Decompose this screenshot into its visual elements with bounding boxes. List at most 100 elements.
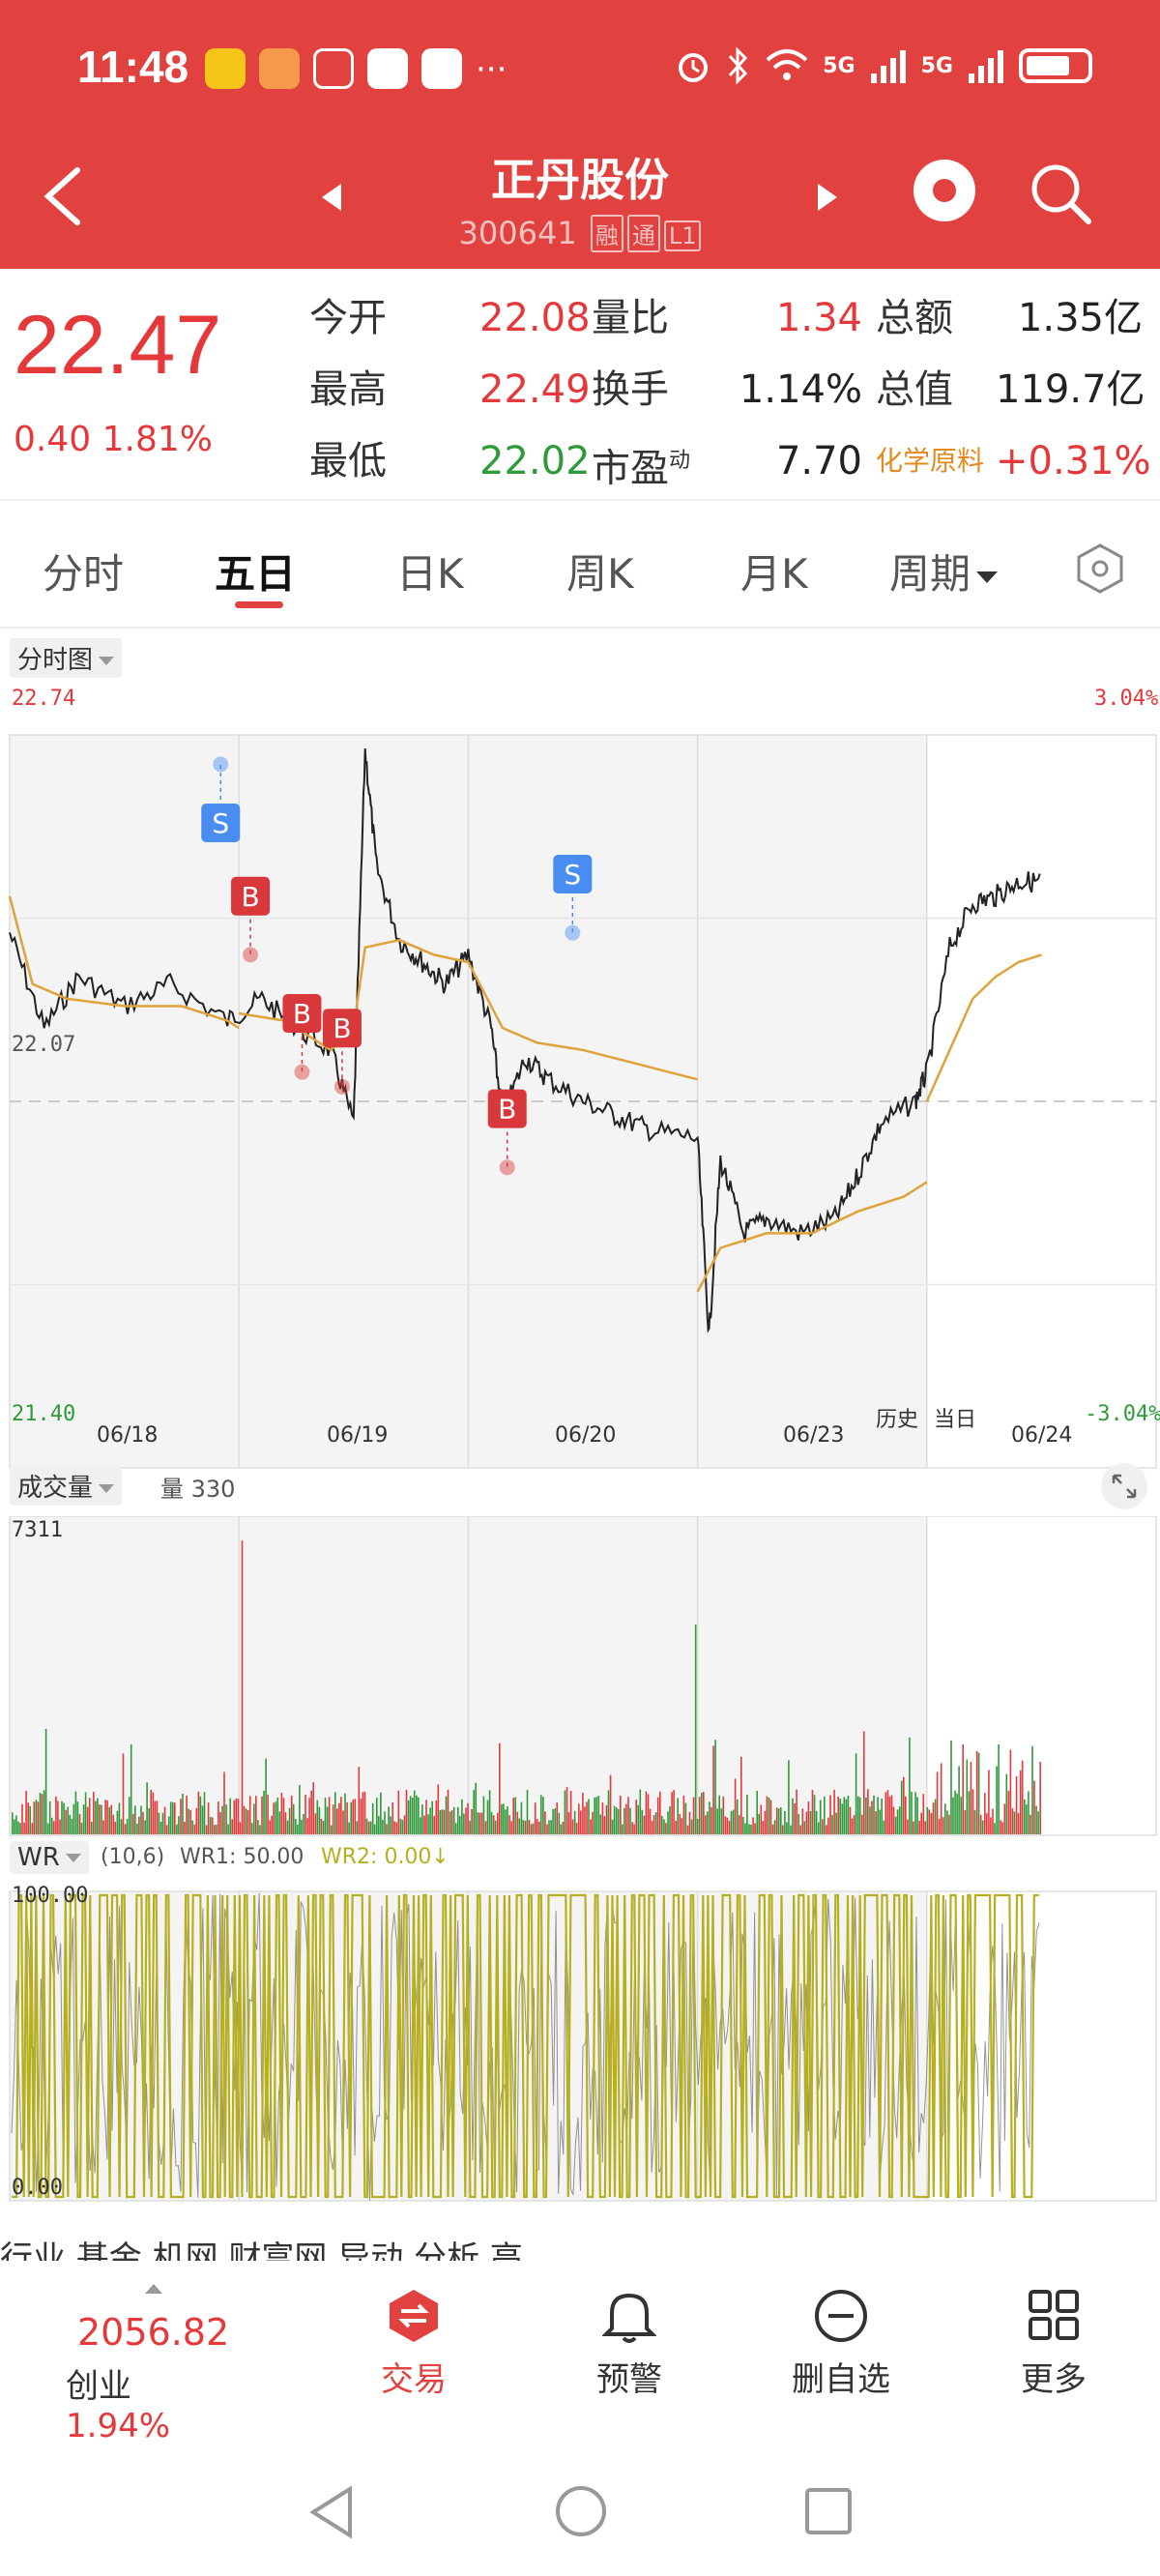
stock-code-line: 300641 融通 L1 — [0, 215, 1160, 252]
chart-type-selector[interactable]: 分时图 — [10, 638, 123, 678]
volume-bar — [1007, 1790, 1010, 1834]
volume-bar — [790, 1825, 792, 1834]
search-icon[interactable] — [1027, 160, 1094, 227]
volume-bar — [811, 1790, 814, 1834]
volume-bar — [15, 1815, 17, 1834]
nav-alert[interactable]: 预警 — [576, 2263, 682, 2400]
tab-intraday[interactable]: 分时 — [43, 550, 125, 598]
volume-bar — [805, 1811, 808, 1834]
volume-bar — [788, 1760, 790, 1834]
volume-bar — [886, 1790, 889, 1834]
tab-daily-k[interactable]: 日K — [396, 550, 464, 598]
volume-bar — [936, 1771, 939, 1834]
industry-link[interactable]: 化学原料 — [876, 445, 985, 477]
volume-bar — [490, 1812, 493, 1834]
volume-bar — [286, 1820, 289, 1834]
volume-bar — [138, 1816, 140, 1834]
index-ticker[interactable]: 2056.82 创业 1.94% — [0, 2263, 232, 2445]
trade-icon — [390, 2290, 438, 2342]
nav-trade[interactable]: 交易 — [365, 2263, 462, 2400]
volume-bar — [95, 1800, 97, 1834]
volume-bar — [69, 1814, 71, 1834]
recents-square-icon[interactable] — [802, 2485, 855, 2537]
average-price-line — [8, 895, 240, 1030]
volume-bar — [280, 1792, 283, 1834]
value-pe: 7.70 — [775, 439, 862, 483]
volume-bar — [219, 1812, 221, 1834]
volume-bar — [712, 1745, 714, 1834]
back-icon[interactable] — [39, 162, 87, 230]
volume-bar — [913, 1821, 914, 1834]
volume-bar — [51, 1817, 53, 1834]
volume-bar — [690, 1819, 693, 1834]
volume-bar — [392, 1801, 393, 1834]
volume-bar — [250, 1823, 253, 1834]
volume-bar — [1035, 1805, 1037, 1834]
volume-bar — [877, 1797, 879, 1834]
label-market-cap: 总值 — [876, 367, 953, 412]
volume-bar — [1019, 1770, 1022, 1834]
volume-bar — [425, 1800, 427, 1834]
volume-bar — [376, 1798, 378, 1834]
volume-bar — [996, 1766, 998, 1834]
volume-bar — [269, 1820, 271, 1834]
volume-chart[interactable] — [0, 1516, 1160, 1845]
home-circle-icon[interactable] — [553, 2483, 609, 2539]
grid-icon — [1029, 2290, 1079, 2340]
chevron-up-icon — [145, 2284, 162, 2294]
volume-bar — [520, 1801, 523, 1834]
volume-bar — [342, 1810, 344, 1834]
volume-bar — [601, 1801, 604, 1834]
nav-remove-watchlist[interactable]: 删自选 — [783, 2263, 899, 2400]
trade-marker-dot — [565, 924, 581, 941]
wr-chart[interactable] — [0, 1882, 1160, 2210]
expand-icon[interactable] — [1100, 1462, 1148, 1510]
volume-bar — [91, 1822, 93, 1834]
tab-five-day[interactable]: 五日 — [215, 550, 297, 598]
volume-bar — [710, 1807, 712, 1834]
volume-bar — [867, 1789, 869, 1834]
volume-bar — [879, 1809, 881, 1834]
volume-bar — [905, 1796, 907, 1834]
mascot-icon[interactable] — [914, 160, 975, 221]
volume-bar — [758, 1813, 760, 1834]
system-navigation-bar — [0, 2456, 1160, 2576]
volume-bar — [773, 1820, 776, 1834]
price-chart[interactable]: SBB BBS — [0, 687, 1160, 1479]
next-stock-icon[interactable] — [818, 184, 837, 211]
nav-more[interactable]: 更多 — [1005, 2263, 1102, 2400]
tab-weekly-k[interactable]: 周K — [566, 550, 634, 598]
volume-bar — [393, 1821, 395, 1834]
volume-bar — [624, 1807, 625, 1834]
volume-bar — [847, 1796, 850, 1834]
tab-monthly-k[interactable]: 月K — [740, 550, 808, 598]
volume-bar — [625, 1803, 627, 1834]
volume-bar — [595, 1797, 597, 1834]
volume-bar — [358, 1767, 361, 1834]
volume-bar — [184, 1821, 186, 1834]
volume-bar — [964, 1810, 967, 1834]
trade-marker-dot — [294, 1064, 310, 1080]
volume-bar — [656, 1797, 659, 1834]
volume-bar — [99, 1804, 101, 1834]
volume-bar — [851, 1818, 854, 1834]
volume-selector[interactable]: 成交量 — [10, 1466, 123, 1506]
back-triangle-icon[interactable] — [305, 2483, 358, 2541]
volume-bar — [603, 1816, 606, 1834]
volume-bar — [169, 1801, 172, 1834]
volume-bar — [241, 1540, 244, 1834]
volume-bar — [831, 1815, 833, 1834]
quote-col-3-values: 1.35亿 119.7亿 +0.31% — [996, 282, 1151, 497]
volume-bar — [817, 1822, 820, 1834]
volume-bar — [730, 1811, 733, 1834]
date-label-4: 06/23 — [783, 1423, 845, 1448]
sub-tab-strip[interactable]: 行业 基金 机网 财富网 异动 分析 高 — [0, 2239, 523, 2261]
volume-bar — [290, 1795, 293, 1834]
tab-period[interactable]: 周期 — [889, 542, 999, 600]
volume-bar — [647, 1794, 650, 1834]
volume-bar — [116, 1810, 119, 1834]
prev-stock-icon[interactable] — [322, 184, 341, 211]
wr-selector[interactable]: WR — [10, 1841, 89, 1874]
settings-hexagon-icon[interactable] — [1073, 542, 1127, 596]
volume-bar — [189, 1809, 191, 1834]
